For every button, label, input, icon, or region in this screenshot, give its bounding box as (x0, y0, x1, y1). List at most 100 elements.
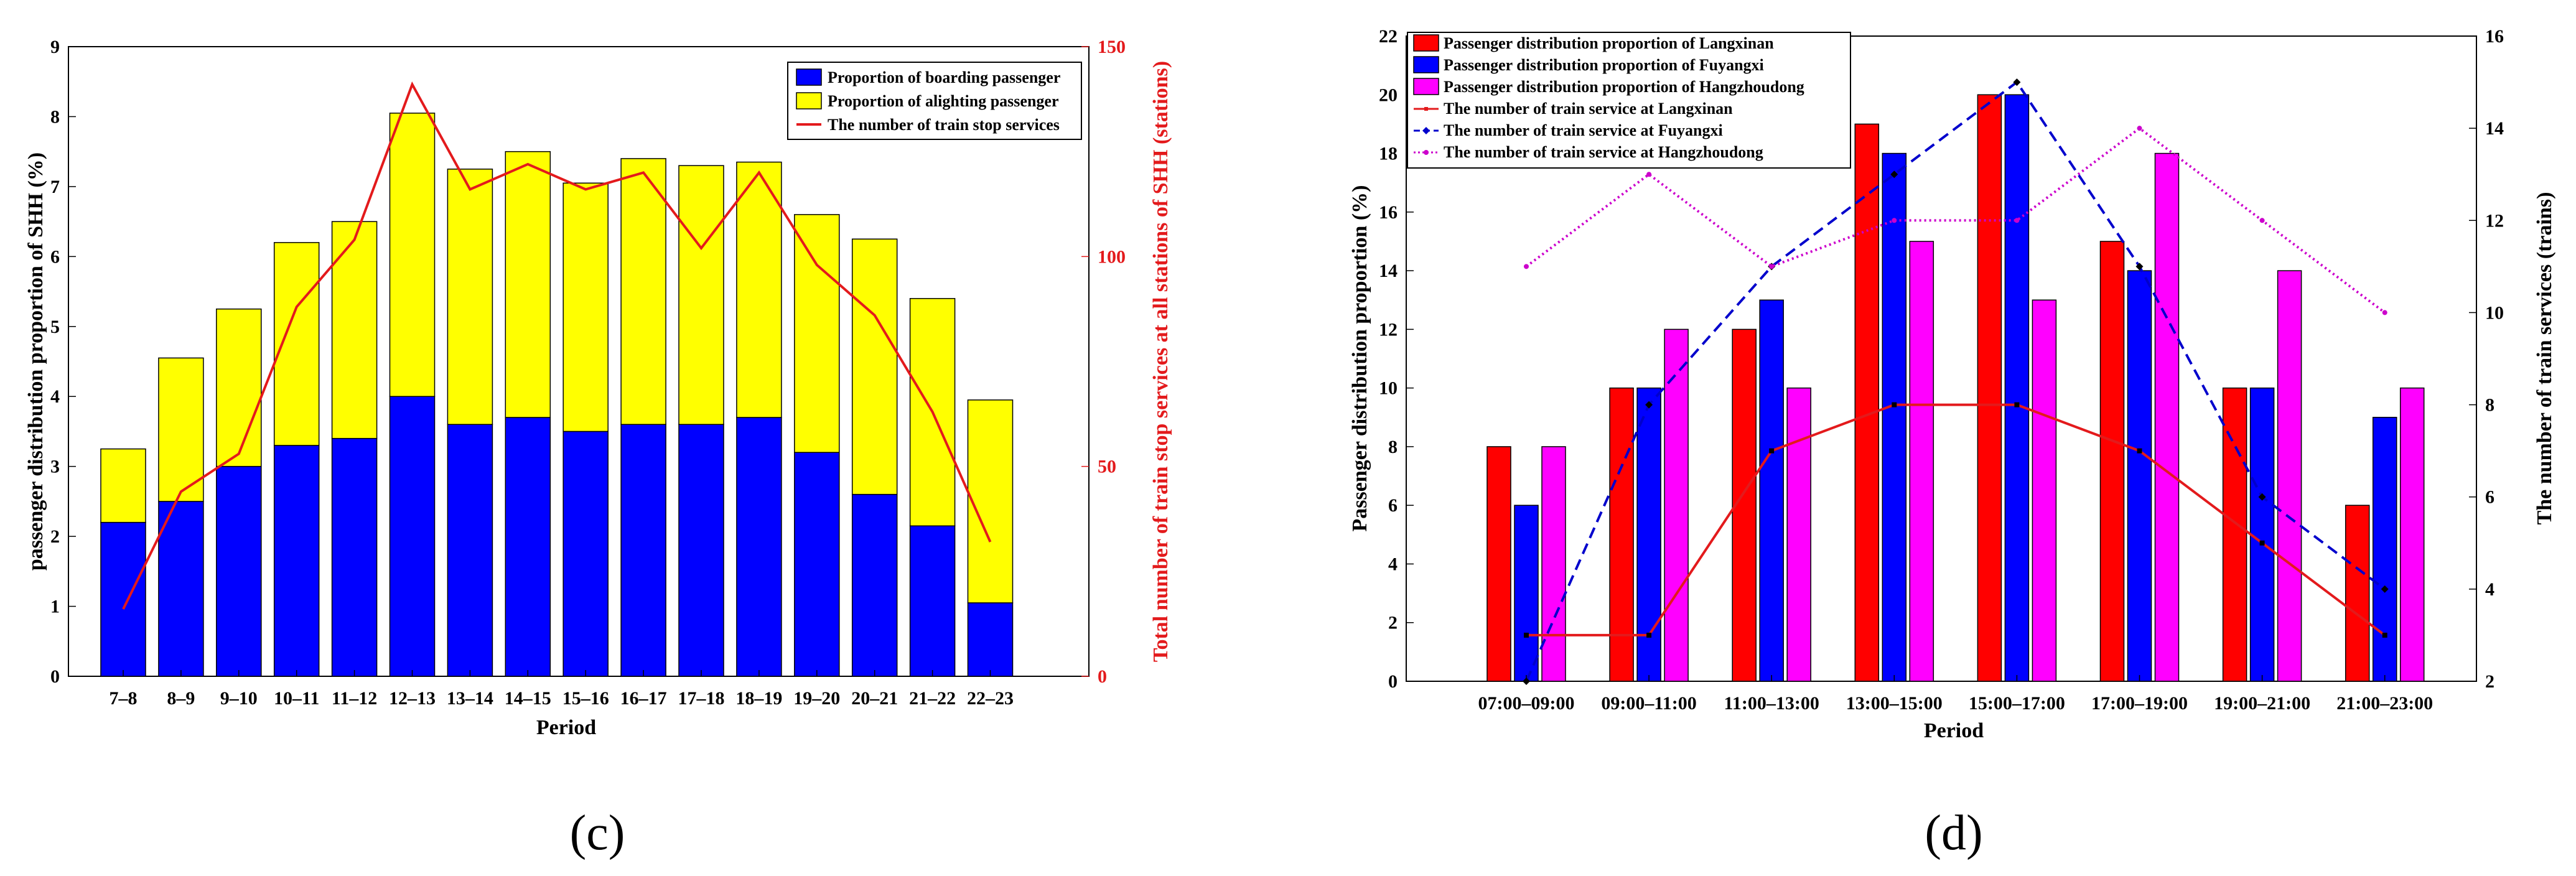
y-tick-label: 20 (1379, 85, 1398, 105)
bar-hangzhoudong-21-00-23-00 (2399, 387, 2425, 682)
y-tick-label: 0 (1388, 671, 1398, 692)
bar-boarding-15-16 (562, 431, 609, 677)
chart-c-x-ticks: 7–8 8–9 9–10 10–11 11–12 12–13 13–14 14–15 15–16… (110, 670, 1014, 709)
bar-boarding-9-10 (216, 465, 262, 677)
chart-c-bars (100, 113, 1014, 677)
y-tick-label: 12 (1379, 319, 1398, 340)
legend-label-hangzhoudong-service: The number of train service at Hangzhoud… (1444, 143, 1763, 161)
line-service-fuyangxi (1525, 80, 2386, 682)
chart-c-line (122, 81, 992, 610)
legend-marker-langxinan-service (1424, 107, 1428, 111)
y-tick-label: 4 (50, 386, 60, 407)
chart-d-ylabel-right: The number of train services (trains) (2533, 192, 2556, 525)
marker-service-langxinan-1 (1646, 632, 1652, 638)
x-tick-label: 18–19 (735, 688, 782, 709)
bar-boarding-7-8 (100, 521, 146, 677)
bar-boarding-10-11 (273, 445, 320, 677)
marker-service-hangzhoudong-6 (2259, 218, 2265, 223)
x-tick-label: 22–23 (967, 688, 1014, 709)
bar-boarding-11-12 (331, 437, 378, 677)
marker-service-fuyangxi-4 (2013, 78, 2021, 86)
marker-service-fuyangxi-1 (1645, 401, 1653, 409)
marker-service-langxinan-7 (2382, 632, 2387, 638)
legend-swatch-hangzhoudong-prop (1413, 78, 1439, 95)
line-service-hangzhoudong (1525, 126, 2386, 314)
bar-boarding-8-9 (158, 501, 204, 677)
chart-d-lines (1523, 78, 2389, 685)
marker-service-fuyangxi-5 (2135, 263, 2144, 271)
x-tick-label: 10–11 (274, 688, 319, 709)
legend-label-boarding: Proportion of boarding passenger (828, 68, 1060, 86)
y-right-tick-label: 6 (2485, 487, 2494, 508)
x-tick-label: 21–22 (909, 688, 956, 709)
chart-d-legend: Passenger distribution proportion of Lan… (1407, 32, 1851, 169)
bar-alighting-9-10 (216, 308, 262, 467)
y-tick-label: 2 (50, 526, 60, 547)
bar-boarding-12-13 (389, 396, 436, 677)
x-tick-label: 8–9 (167, 688, 195, 709)
x-tick-label: 09:00–11:00 (1601, 693, 1696, 714)
legend-label-hangzhoudong-prop: Passenger distribution proportion of Han… (1444, 78, 1804, 96)
x-tick-label: 21:00–23:00 (2336, 693, 2433, 714)
y-right-tick-label: 10 (2485, 302, 2504, 323)
x-tick-label: 19–20 (793, 688, 840, 709)
x-tick-label: 11–12 (332, 688, 377, 709)
bar-boarding-16-17 (620, 424, 666, 677)
chart-c-ylabel-right: Total number of train stop services at a… (1149, 61, 1172, 662)
chart-c-legend-box (787, 62, 1082, 140)
bar-hangzhoudong-09-00-11-00 (1664, 328, 1689, 682)
bar-alighting-12-13 (389, 113, 436, 397)
bar-alighting-13-14 (447, 169, 493, 425)
chart-d-caption: (d) (1925, 806, 1982, 860)
x-tick-label: 7–8 (110, 688, 138, 709)
x-tick-label: 17:00–19:00 (2091, 693, 2188, 714)
chart-d-bars (1486, 94, 2425, 682)
marker-service-hangzhoudong-3 (1892, 218, 1897, 223)
bar-fuyangxi-21-00-23-00 (2372, 417, 2397, 682)
legend-swatch-boarding (796, 68, 822, 86)
bar-fuyangxi-19-00-21-00 (2249, 387, 2275, 682)
marker-service-langxinan-6 (2259, 540, 2265, 546)
marker-service-langxinan-5 (2137, 448, 2142, 454)
legend-label-fuyangxi-prop: Passenger distribution proportion of Fuy… (1444, 56, 1764, 74)
x-tick-label: 12–13 (389, 688, 436, 709)
y-right-tick-label: 100 (1098, 246, 1126, 267)
line-service-langxinan (1526, 403, 2386, 636)
y-right-tick-label: 4 (2485, 579, 2494, 600)
y-right-tick-label: 16 (2485, 26, 2504, 47)
chart-d-ylabel: Passenger distribution proportion (%) (1348, 185, 1371, 532)
bar-langxinan-19-00-21-00 (2222, 387, 2247, 682)
chart-d-x-ticks: 07:00–09:00 09:00–11:00 11:00–13:00 13:00–1… (1478, 675, 2433, 714)
bar-alighting-15-16 (562, 182, 609, 432)
chart-c-y-ticks-right: 0 50 100 150 (1081, 37, 1126, 687)
y-right-tick-label: 8 (2485, 395, 2494, 416)
y-tick-label: 4 (1388, 554, 1398, 574)
y-tick-label: 2 (1388, 613, 1398, 633)
chart-d-xlabel: Period (1924, 719, 1984, 742)
y-tick-label: 10 (1379, 378, 1398, 399)
marker-service-langxinan-0 (1524, 632, 1529, 638)
bar-hangzhoudong-11-00-13-00 (1786, 387, 1811, 682)
x-tick-label: 16–17 (620, 688, 667, 709)
marker-service-hangzhoudong-5 (2137, 126, 2142, 131)
y-right-tick-label: 2 (2485, 671, 2494, 692)
bar-boarding-20-21 (851, 493, 898, 677)
y-tick-label: 0 (50, 666, 60, 687)
bar-langxinan-21-00-23-00 (2345, 505, 2370, 682)
y-tick-label: 8 (1388, 437, 1398, 457)
chart-c-caption: (c) (570, 806, 625, 860)
y-tick-label: 5 (50, 317, 60, 337)
chart-c-y-ticks: 0 1 2 3 4 5 6 7 8 9 (50, 37, 76, 687)
x-tick-label: 15–16 (562, 688, 609, 709)
marker-service-hangzhoudong-2 (1769, 264, 1775, 269)
chart-c-legend: Proportion of boarding passenger Proport… (787, 62, 1082, 140)
bar-fuyangxi-17-00-19-00 (2127, 270, 2152, 682)
y-right-tick-label: 14 (2485, 118, 2504, 139)
legend-swatch-alighting (796, 92, 822, 110)
bar-fuyangxi-11-00-13-00 (1759, 299, 1784, 682)
marker-service-fuyangxi-3 (1890, 170, 1898, 179)
bar-boarding-13-14 (447, 424, 493, 677)
chart-d-y-ticks-right: 2 4 6 8 10 12 14 16 (2469, 26, 2504, 692)
bar-hangzhoudong-17-00-19-00 (2154, 152, 2180, 682)
